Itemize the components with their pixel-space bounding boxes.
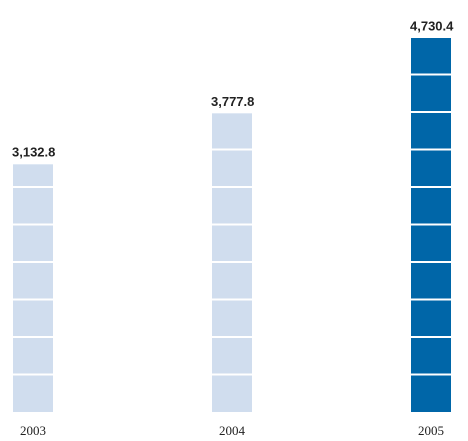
bar — [13, 164, 53, 412]
value-label: 3,777.8 — [211, 94, 254, 109]
x-tick-label: 2004 — [219, 423, 246, 438]
x-tick-label: 2005 — [418, 423, 444, 438]
x-tick-label: 2003 — [20, 423, 46, 438]
value-label: 4,730.4 — [410, 18, 454, 33]
value-label: 3,132.8 — [12, 145, 55, 160]
